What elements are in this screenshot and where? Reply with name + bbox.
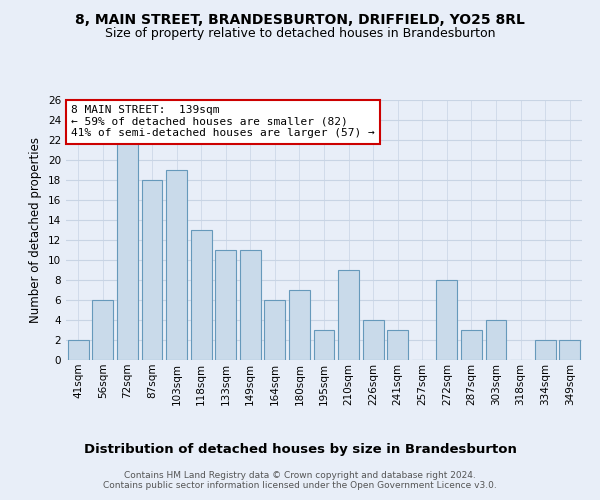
Text: Distribution of detached houses by size in Brandesburton: Distribution of detached houses by size …	[83, 442, 517, 456]
Bar	[485, 320, 506, 360]
Bar	[338, 270, 359, 360]
Bar	[461, 330, 482, 360]
Bar	[559, 340, 580, 360]
Bar	[68, 340, 89, 360]
Text: 8, MAIN STREET, BRANDESBURTON, DRIFFIELD, YO25 8RL: 8, MAIN STREET, BRANDESBURTON, DRIFFIELD…	[75, 12, 525, 26]
Text: Size of property relative to detached houses in Brandesburton: Size of property relative to detached ho…	[105, 28, 495, 40]
Bar	[215, 250, 236, 360]
Bar	[92, 300, 113, 360]
Bar	[362, 320, 383, 360]
Bar	[142, 180, 163, 360]
Bar	[436, 280, 457, 360]
Bar	[117, 140, 138, 360]
Y-axis label: Number of detached properties: Number of detached properties	[29, 137, 43, 323]
Bar	[191, 230, 212, 360]
Text: Contains HM Land Registry data © Crown copyright and database right 2024.
Contai: Contains HM Land Registry data © Crown c…	[103, 470, 497, 490]
Text: 8 MAIN STREET:  139sqm
← 59% of detached houses are smaller (82)
41% of semi-det: 8 MAIN STREET: 139sqm ← 59% of detached …	[71, 105, 375, 138]
Bar	[535, 340, 556, 360]
Bar	[240, 250, 261, 360]
Bar	[314, 330, 334, 360]
Bar	[166, 170, 187, 360]
Bar	[289, 290, 310, 360]
Bar	[387, 330, 408, 360]
Bar	[265, 300, 286, 360]
